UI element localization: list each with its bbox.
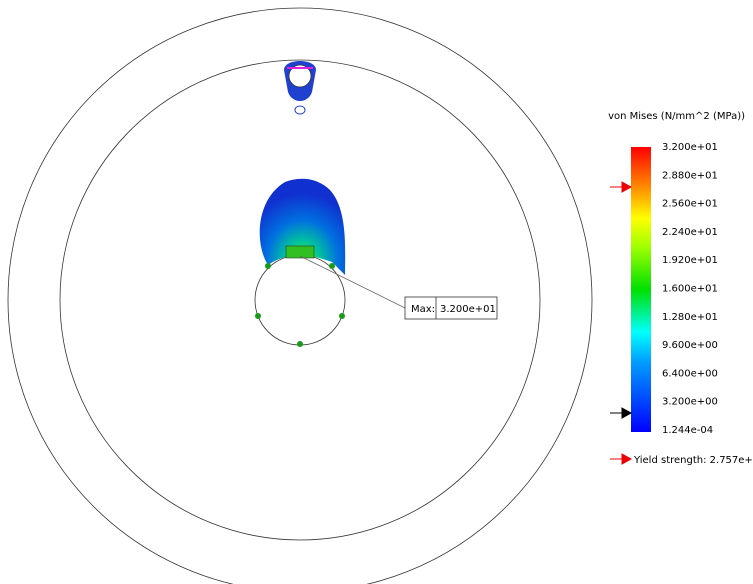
small-part: [284, 61, 316, 114]
legend-title: von Mises (N/mm^2 (MPa)): [608, 111, 745, 122]
max-value: 3.200e+01: [440, 304, 496, 315]
fixtures: [255, 263, 345, 347]
max-label: Max:: [411, 304, 435, 315]
yield-legend-arrow: [610, 454, 631, 464]
legend-tick-label: 2.560e+01: [662, 199, 718, 210]
min-arrow: [610, 408, 631, 418]
viewport: Max: 3.200e+01 von Mises (N/mm^2 (MPa)) …: [0, 0, 753, 584]
legend-ticks: 3.200e+01 2.880e+01 2.560e+01 2.240e+01 1.92…: [662, 142, 718, 436]
stress-region: [260, 179, 345, 275]
result-view: Max: 3.200e+01 von Mises (N/mm^2 (MPa)) …: [0, 0, 753, 584]
yield-arrow: [610, 182, 631, 192]
legend-tick-label: 2.240e+01: [662, 227, 718, 238]
legend-tick-label: 1.600e+01: [662, 284, 718, 295]
callout-leader: [300, 256, 405, 308]
legend-tick-label: 1.920e+01: [662, 255, 718, 266]
legend-tick-label: 3.200e+01: [662, 142, 718, 153]
legend-tick-label: 1.244e-04: [662, 425, 713, 436]
legend-tick-label: 3.200e+00: [662, 397, 718, 408]
color-bar: [631, 147, 651, 432]
yield-strength: Yield strength: 2.757e+01: [633, 455, 753, 466]
legend-tick-label: 9.600e+00: [662, 340, 718, 351]
legend-tick-label: 1.280e+01: [662, 312, 718, 323]
legend-tick-label: 2.880e+01: [662, 170, 718, 181]
legend-tick-label: 6.400e+00: [662, 368, 718, 379]
